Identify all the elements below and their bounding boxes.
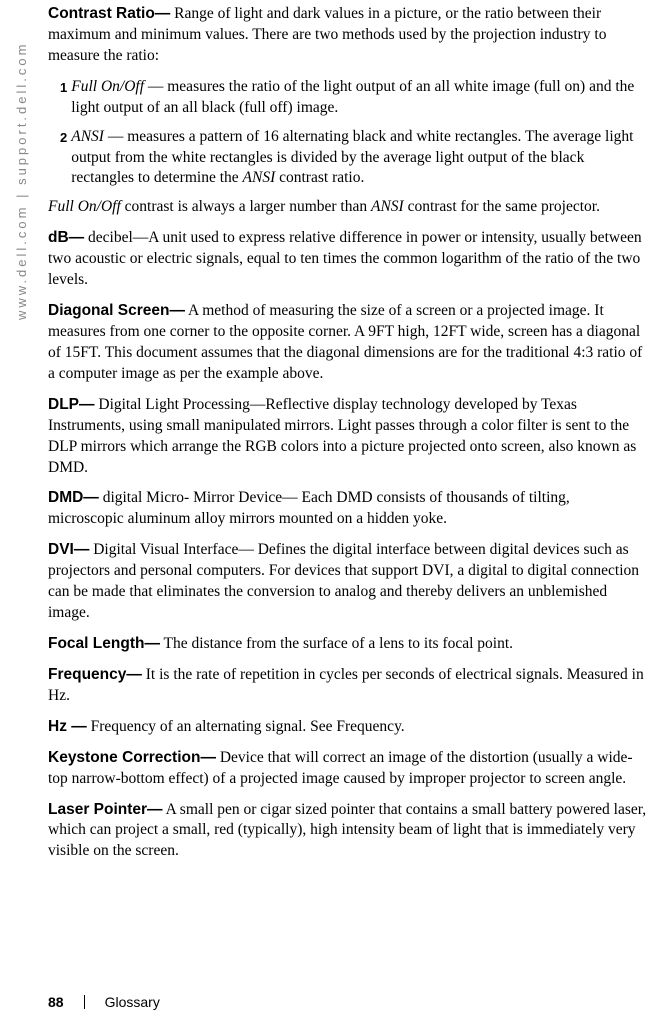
entry-frequency: Frequency— It is the rate of repetition …	[48, 665, 647, 707]
entry-dlp: DLP— Digital Light Processing—Reflective…	[48, 395, 647, 479]
page-number: 88	[48, 994, 64, 1010]
section-name: Glossary	[105, 994, 160, 1010]
list-item: 2 ANSI — measures a pattern of 16 altern…	[60, 127, 647, 190]
entry-laser-pointer: Laser Pointer— A small pen or cigar size…	[48, 800, 647, 863]
contrast-note: Full On/Off contrast is always a larger …	[48, 197, 647, 218]
entry-contrast-ratio: Contrast Ratio— Range of light and dark …	[48, 4, 647, 67]
sidebar-url: www.dell.com | support.dell.com	[14, 42, 29, 320]
entry-dvi: DVI— Digital Visual Interface— Defines t…	[48, 540, 647, 624]
footer-divider	[84, 995, 85, 1009]
list-number: 1	[60, 77, 67, 119]
list-text: Full On/Off — measures the ratio of the …	[71, 77, 647, 119]
entry-keystone: Keystone Correction— Device that will co…	[48, 748, 647, 790]
glossary-content: Contrast Ratio— Range of light and dark …	[48, 0, 647, 872]
contrast-methods-list: 1 Full On/Off — measures the ratio of th…	[60, 77, 647, 190]
page-footer: 88 Glossary	[48, 994, 160, 1010]
list-item: 1 Full On/Off — measures the ratio of th…	[60, 77, 647, 119]
term: Contrast Ratio—	[48, 5, 170, 22]
list-text: ANSI — measures a pattern of 16 alternat…	[71, 127, 647, 190]
entry-db: dB— decibel—A unit used to express relat…	[48, 228, 647, 291]
entry-hz: Hz — Frequency of an alternating signal.…	[48, 717, 647, 738]
entry-focal-length: Focal Length— The distance from the surf…	[48, 634, 647, 655]
entry-dmd: DMD— digital Micro- Mirror Device— Each …	[48, 488, 647, 530]
entry-diagonal-screen: Diagonal Screen— A method of measuring t…	[48, 301, 647, 385]
list-number: 2	[60, 127, 67, 190]
